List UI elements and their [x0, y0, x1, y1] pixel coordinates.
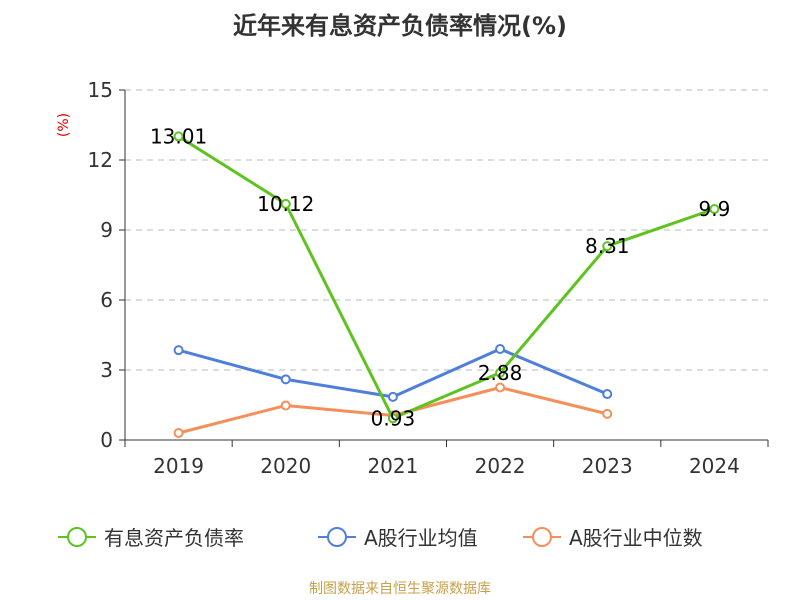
legend-label: A股行业均值 — [364, 526, 478, 550]
x-tick-label: 2022 — [475, 454, 526, 478]
source-note: 制图数据来自恒生聚源数据库 — [309, 581, 491, 597]
data-label: 9.9 — [699, 197, 731, 221]
gridlines — [125, 89, 768, 371]
legend-label: 有息资产负债率 — [104, 526, 244, 550]
data-label: 13.01 — [150, 124, 207, 148]
x-tick-label: 2019 — [153, 454, 204, 478]
y-axis-unit: (%) — [56, 113, 72, 137]
legend-marker — [67, 527, 87, 547]
data-point — [280, 374, 291, 385]
y-tick-label: 9 — [100, 218, 113, 242]
data-label: 0.93 — [371, 406, 416, 430]
axes: 0 3 6 9 12 15 2019 2020 2021 2022 2023 2024 (%) — [56, 78, 769, 478]
data-point — [173, 428, 184, 438]
y-tick-label: 3 — [100, 358, 113, 382]
series-lines — [173, 131, 720, 438]
legend-marker — [532, 527, 552, 547]
y-tick-label: 6 — [100, 288, 113, 312]
data-point — [495, 382, 506, 393]
data-point — [709, 204, 720, 214]
y-tick-label: 15 — [88, 78, 113, 102]
x-tick-label: 2021 — [367, 454, 418, 478]
data-point — [602, 408, 613, 419]
data-label: 2.88 — [478, 361, 523, 385]
data-point — [602, 389, 613, 400]
y-tick-label: 12 — [88, 148, 113, 172]
data-point — [495, 367, 506, 378]
data-label: 8.31 — [585, 234, 630, 258]
data-label: 10.12 — [257, 192, 314, 216]
data-point — [280, 198, 291, 209]
data-point — [387, 413, 398, 424]
legend: 有息资产负债率 A股行业均值 A股行业中位数 — [58, 526, 703, 550]
x-tick-label: 2024 — [689, 454, 740, 478]
data-point — [173, 345, 184, 356]
series-line — [177, 135, 715, 420]
legend-marker — [327, 527, 347, 547]
chart-title: 近年来有息资产负债率情况(%) — [233, 12, 567, 40]
data-point — [602, 241, 613, 252]
legend-label: A股行业中位数 — [569, 526, 703, 550]
series-line — [178, 347, 608, 399]
x-tick-label: 2023 — [582, 454, 633, 478]
data-point — [280, 400, 291, 411]
data-point — [495, 344, 506, 354]
data-point — [173, 131, 184, 142]
data-labels: 13.01 10.12 0.93 2.88 8.31 9.9 — [150, 124, 730, 430]
data-point — [387, 391, 398, 402]
y-tick-label: 0 — [100, 428, 113, 452]
x-tick-label: 2020 — [260, 454, 311, 478]
